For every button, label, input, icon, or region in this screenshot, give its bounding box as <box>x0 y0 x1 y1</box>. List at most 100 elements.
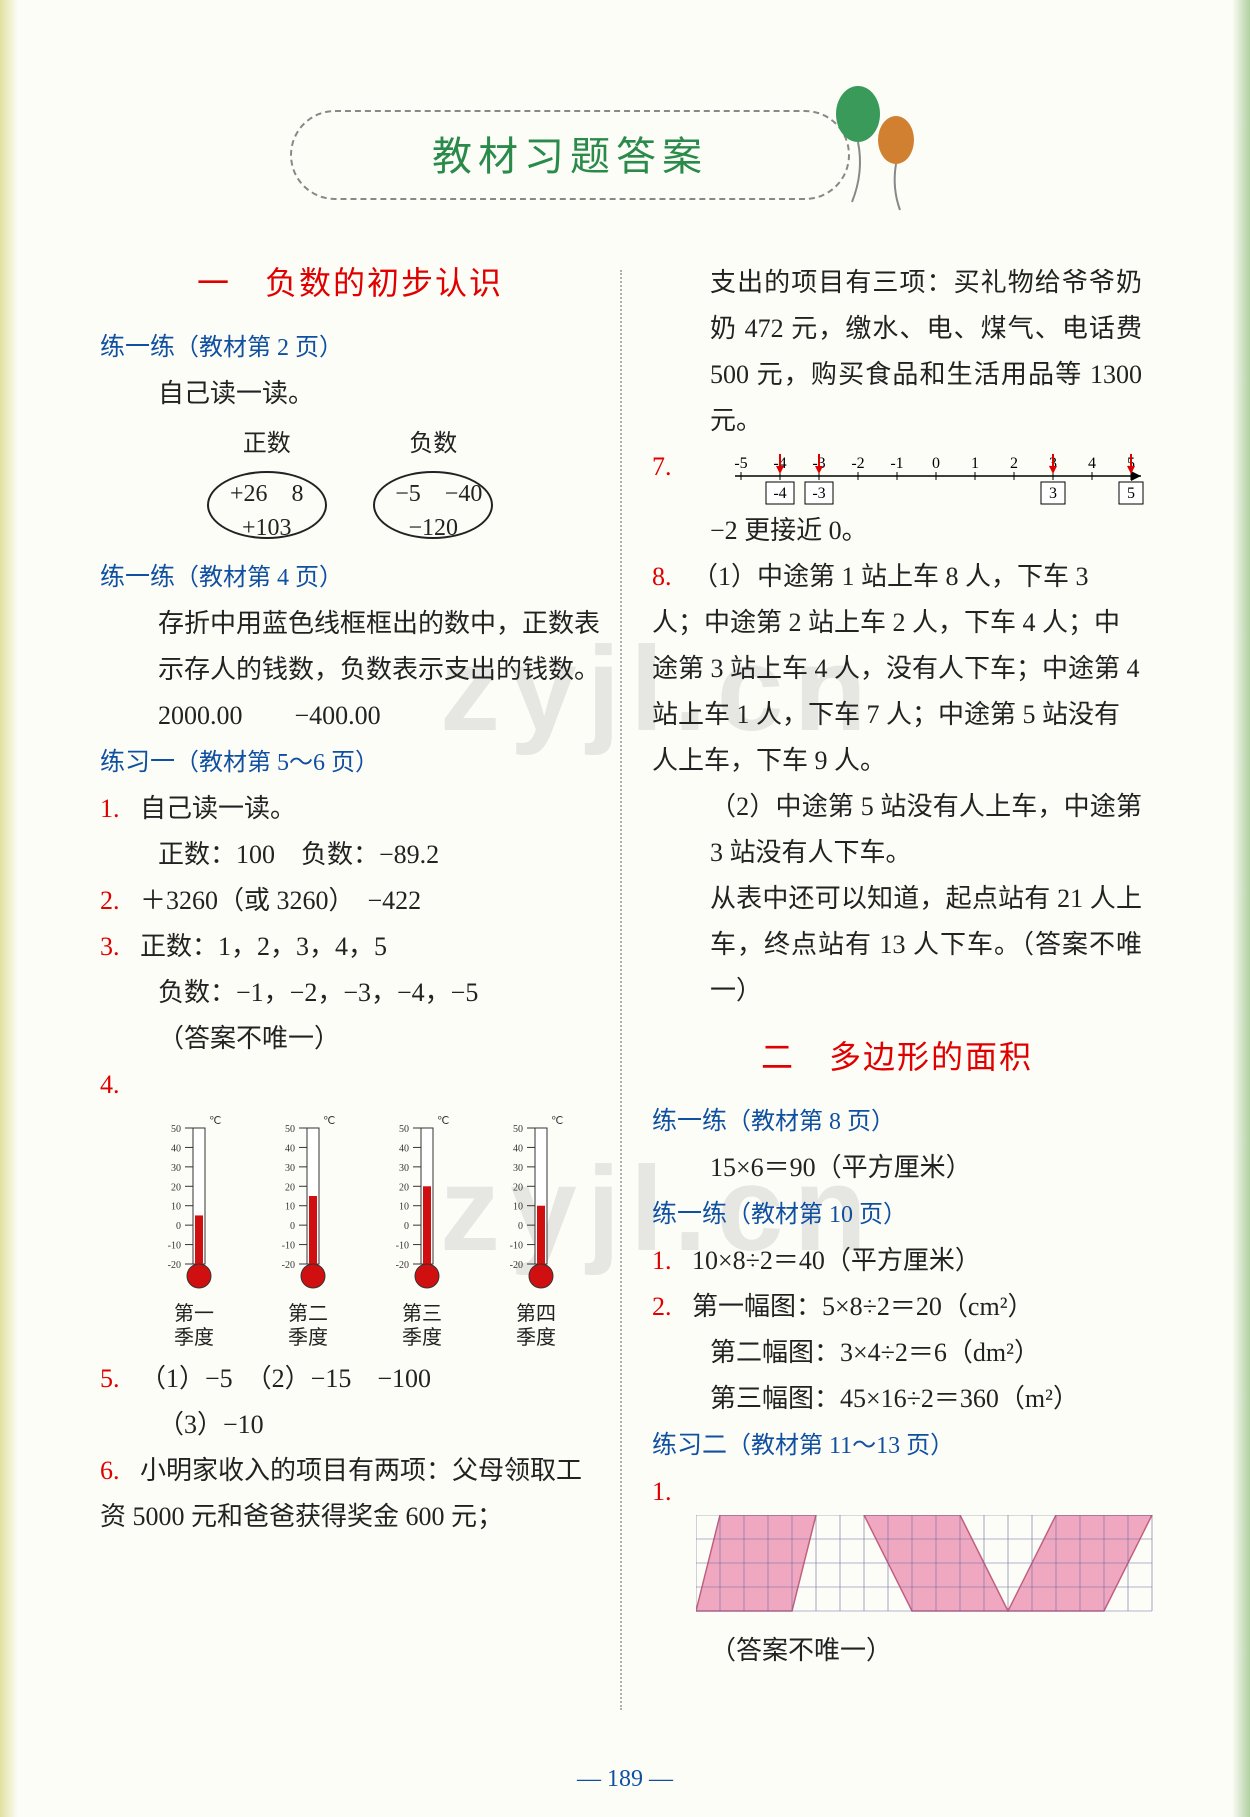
neg-oval: −5 −40 −120 <box>373 471 493 539</box>
pos-oval: +26 8 +103 <box>207 471 327 539</box>
svg-text:℃: ℃ <box>437 1115 449 1127</box>
text: 15×6＝90（平方厘米） <box>652 1145 1142 1191</box>
text: 10×8÷2＝40（平方厘米） <box>692 1246 981 1275</box>
pos-header: 正数 <box>187 421 347 467</box>
svg-text:-10: -10 <box>396 1241 409 1252</box>
thermometer: ℃ 50403020100-10-20 第三 季度 <box>372 1114 472 1350</box>
text: 负数：−1，−2，−3，−4，−5 <box>100 970 600 1016</box>
svg-text:40: 40 <box>399 1143 409 1154</box>
svg-text:20: 20 <box>171 1182 181 1193</box>
lianxi-ref: （教材第 2 页） <box>175 335 343 361</box>
svg-text:0: 0 <box>290 1221 295 1232</box>
left-column: 一 负数的初步认识 练一练 （教材第 2 页） 自己读一读。 正数+26 8 +1… <box>100 260 620 1710</box>
exercise-label: 练习二 <box>652 1431 727 1459</box>
text: （3）−10 <box>100 1402 600 1448</box>
svg-text:-3: -3 <box>812 485 825 502</box>
text: 存折中用蓝色线框框出的数中，正数表示存人的钱数，负数表示支出的钱数。 <box>100 601 600 693</box>
svg-text:5: 5 <box>1127 485 1135 502</box>
qnum: 7. <box>652 444 691 490</box>
text: 从表中还可以知道，起点站有 21 人上车，终点站有 13 人下车。（答案不唯一） <box>652 876 1142 1014</box>
svg-text:50: 50 <box>285 1124 295 1135</box>
qnum: 2. <box>652 1284 692 1330</box>
qnum: 6. <box>100 1448 140 1494</box>
svg-text:-4: -4 <box>773 485 786 502</box>
lianxi-label: 练一练 <box>100 563 175 591</box>
svg-text:-20: -20 <box>396 1260 409 1271</box>
svg-text:20: 20 <box>513 1182 523 1193</box>
text: （答案不唯一） <box>652 1628 1142 1674</box>
svg-text:10: 10 <box>171 1202 181 1213</box>
qnum: 8. <box>652 554 692 600</box>
neg-header: 负数 <box>353 421 513 467</box>
text: 第三幅图：45×16÷2＝360（m²） <box>652 1376 1142 1422</box>
svg-text:40: 40 <box>171 1143 181 1154</box>
svg-text:50: 50 <box>399 1124 409 1135</box>
svg-text:0: 0 <box>404 1221 409 1232</box>
lianxi-ref: （教材第 8 页） <box>727 1109 895 1135</box>
qnum: 2. <box>100 878 140 924</box>
qnum: 1. <box>652 1469 692 1515</box>
text: 自己读一读。 <box>140 794 296 823</box>
qnum: 5. <box>100 1356 140 1402</box>
balloon-deco <box>810 80 930 220</box>
svg-text:℃: ℃ <box>209 1115 221 1127</box>
svg-text:-10: -10 <box>168 1241 181 1252</box>
svg-text:10: 10 <box>513 1202 523 1213</box>
qnum: 4. <box>100 1062 140 1108</box>
svg-text:10: 10 <box>285 1202 295 1213</box>
text: （答案不唯一） <box>100 1016 600 1062</box>
svg-text:30: 30 <box>513 1163 523 1174</box>
page-title-box: 教材习题答案 <box>290 110 850 200</box>
thermometer: ℃ 50403020100-10-20 第二 季度 <box>258 1114 358 1350</box>
svg-text:20: 20 <box>399 1182 409 1193</box>
lianxi-ref: （教材第 10 页） <box>727 1202 907 1228</box>
svg-text:20: 20 <box>285 1182 295 1193</box>
text: 正数：1，2，3，4，5 <box>140 932 387 961</box>
section2-title: 二 多边形的面积 <box>652 1034 1142 1080</box>
svg-text:3: 3 <box>1049 485 1057 502</box>
text: 支出的项目有三项：买礼物给爷爷奶奶 472 元，缴水、电、煤气、电话费 500 … <box>652 260 1142 444</box>
qnum: 3. <box>100 924 140 970</box>
svg-text:-5: -5 <box>734 455 747 472</box>
svg-text:-2: -2 <box>851 455 864 472</box>
svg-text:℃: ℃ <box>323 1115 335 1127</box>
grid-shapes <box>696 1515 1142 1628</box>
svg-text:-10: -10 <box>510 1241 523 1252</box>
page-title: 教材习题答案 <box>432 134 708 179</box>
lianxi-label: 练一练 <box>652 1107 727 1135</box>
lianxi-ref: （教材第 4 页） <box>175 565 343 591</box>
svg-text:0: 0 <box>518 1221 523 1232</box>
svg-text:50: 50 <box>171 1124 181 1135</box>
svg-text:-20: -20 <box>510 1260 523 1271</box>
number-line: -5-4-3-2-1012345 -4 -3 3 5 <box>721 448 1142 508</box>
text: （2）中途第 5 站没有人上车，中途第 3 站没有人下车。 <box>652 784 1142 876</box>
svg-text:30: 30 <box>171 1163 181 1174</box>
svg-text:30: 30 <box>399 1163 409 1174</box>
text: ＋3260（或 3260） −422 <box>140 886 421 915</box>
svg-text:40: 40 <box>513 1143 523 1154</box>
text: 小明家收入的项目有两项：父母领取工资 5000 元和爸爸获得奖金 600 元； <box>100 1456 582 1531</box>
svg-text:4: 4 <box>1088 455 1096 472</box>
svg-text:-10: -10 <box>282 1241 295 1252</box>
svg-text:2: 2 <box>1010 455 1018 472</box>
svg-text:30: 30 <box>285 1163 295 1174</box>
text: （1）−5 （2）−15 −100 <box>140 1364 431 1393</box>
svg-text:0: 0 <box>932 455 940 472</box>
text: 2000.00 −400.00 <box>100 693 600 739</box>
thermometer-row: ℃ 50403020100-10-20 第一 季度 ℃ 50403020100-… <box>144 1114 600 1350</box>
section1-title: 一 负数的初步认识 <box>100 260 600 306</box>
text: 自己读一读。 <box>100 371 600 417</box>
thermometer: ℃ 50403020100-10-20 第一 季度 <box>144 1114 244 1350</box>
right-column: 支出的项目有三项：买礼物给爷爷奶奶 472 元，缴水、电、煤气、电话费 500 … <box>622 260 1142 1710</box>
text: 正数：100 负数：−89.2 <box>100 832 600 878</box>
svg-text:-1: -1 <box>890 455 903 472</box>
qnum: 1. <box>100 786 140 832</box>
svg-text:40: 40 <box>285 1143 295 1154</box>
svg-text:-20: -20 <box>168 1260 181 1271</box>
thermometer: ℃ 50403020100-10-20 第四 季度 <box>486 1114 586 1350</box>
exercise-ref: （教材第 11～13 页） <box>727 1433 954 1459</box>
lianxi-label: 练一练 <box>652 1200 727 1228</box>
svg-text:1: 1 <box>971 455 979 472</box>
svg-text:0: 0 <box>176 1221 181 1232</box>
svg-text:℃: ℃ <box>551 1115 563 1127</box>
